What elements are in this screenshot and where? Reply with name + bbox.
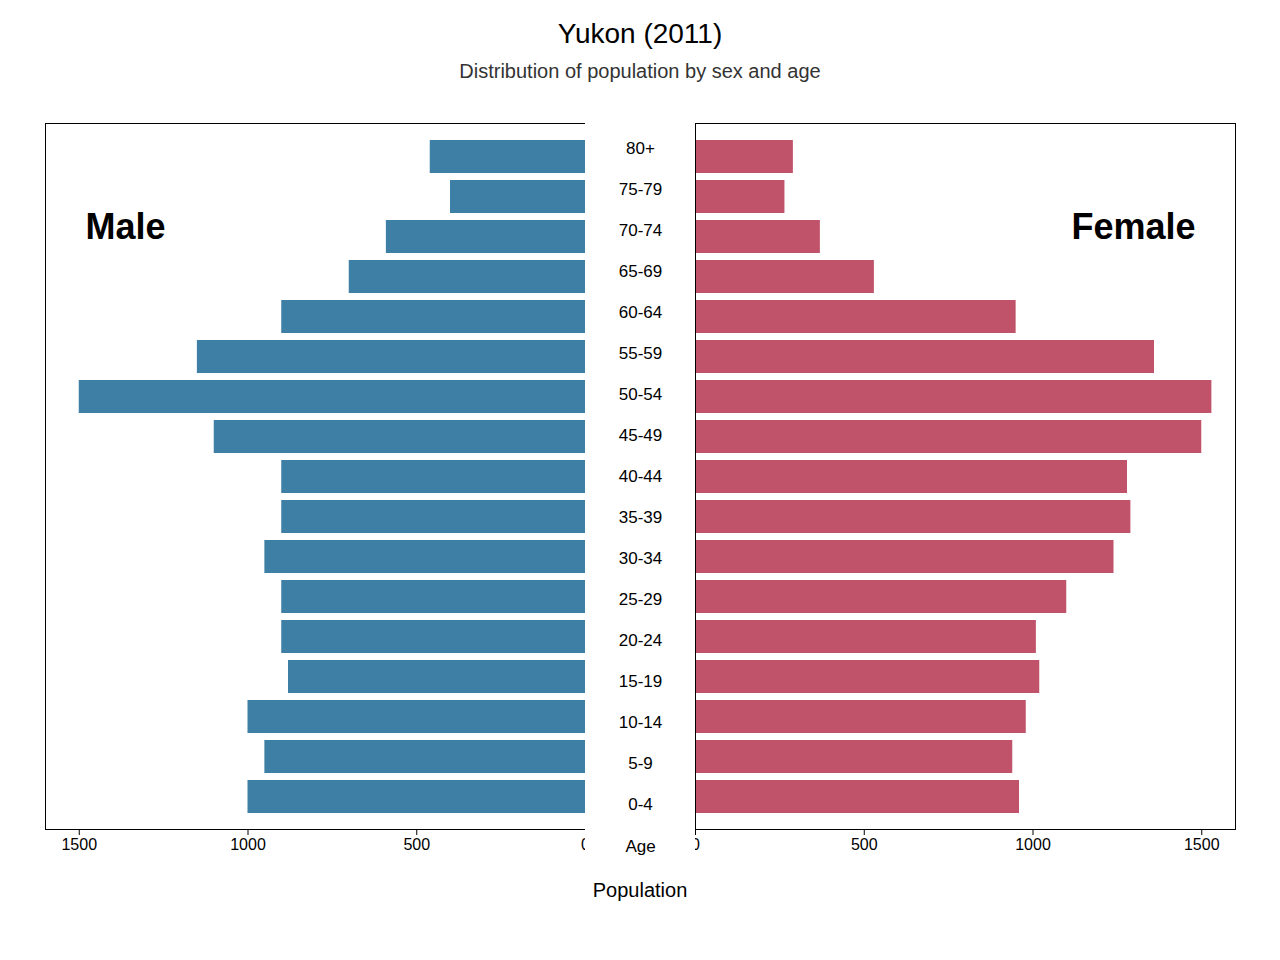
svg-text:10-14: 10-14: [619, 713, 662, 732]
svg-text:20-24: 20-24: [619, 631, 662, 650]
svg-text:1000: 1000: [230, 836, 266, 853]
svg-text:70-74: 70-74: [619, 221, 662, 240]
svg-text:1000: 1000: [1015, 836, 1051, 853]
svg-text:75-79: 75-79: [619, 180, 662, 199]
svg-text:Age: Age: [625, 837, 655, 856]
svg-text:0: 0: [695, 836, 700, 853]
svg-text:1500: 1500: [1184, 836, 1220, 853]
svg-text:25-29: 25-29: [619, 590, 662, 609]
svg-text:40-44: 40-44: [619, 467, 662, 486]
html-text:Population: Population: [592, 879, 688, 901]
svg-text:500: 500: [851, 836, 878, 853]
svg-text:50-54: 50-54: [619, 385, 662, 404]
svg-text:15-19: 15-19: [619, 672, 662, 691]
svg-text:1500: 1500: [61, 836, 97, 853]
svg-text:5-9: 5-9: [628, 754, 653, 773]
svg-text:30-34: 30-34: [619, 549, 662, 568]
svg-text:Male: Male: [86, 206, 166, 247]
svg-text:45-49: 45-49: [619, 426, 662, 445]
svg-text:80+: 80+: [626, 139, 655, 158]
svg-text:0-4: 0-4: [628, 795, 653, 814]
svg-text:55-59: 55-59: [619, 344, 662, 363]
html-text:Yukon (2011): Yukon (2011): [557, 18, 723, 49]
svg-text:65-69: 65-69: [619, 262, 662, 281]
svg-text:Female: Female: [1071, 206, 1195, 247]
html-text:Distribution of population by: Distribution of population by sex and ag…: [459, 60, 821, 82]
svg-text:35-39: 35-39: [619, 508, 662, 527]
svg-text:500: 500: [403, 836, 430, 853]
svg-text:60-64: 60-64: [619, 303, 662, 322]
